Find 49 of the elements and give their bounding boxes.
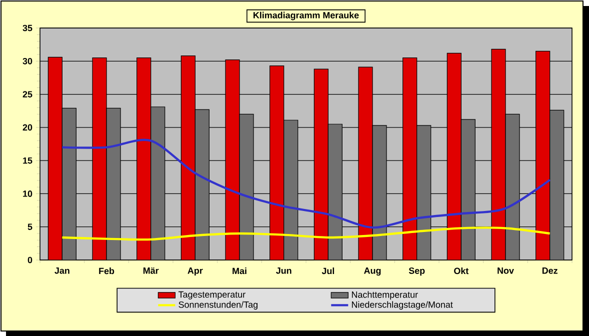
x-tick-label: Feb [99,268,114,274]
x-tick-label: Aug [364,268,381,276]
y-tick-label: 25 [22,91,32,98]
bar [416,125,432,260]
bar [194,109,210,260]
bar [314,68,328,260]
bar [402,58,418,260]
bar [550,110,564,260]
bar [460,119,476,260]
x-tick-label: Mär [143,268,159,274]
x-tick-label: Apr [188,268,203,276]
x-tick-label: Okt [454,268,469,274]
legend-label: Sonnenstunden/Tag [178,301,258,310]
chart-title: Klimadiagramm Merauke [254,12,359,20]
bar [48,56,62,260]
line-series [61,226,551,241]
y-tick-label: 5 [28,224,32,230]
y-tick-label: 0 [28,256,32,264]
legend-label: Tagestemperatur [178,291,246,300]
x-tick-label: Nov [498,268,514,274]
x-tick-label: Dez [542,268,558,274]
bar [62,108,76,260]
x-tick-label: Mai [232,268,246,274]
line-series [61,138,551,229]
x-tick-label: Sep [408,268,425,276]
bar [328,124,342,260]
legend-label: Nachttemperatur [352,291,418,300]
y-tick-label: 35 [22,24,32,32]
bar [536,50,550,260]
x-tick-label: Jan [54,268,70,274]
bar [92,58,107,260]
y-tick-label: 10 [23,190,32,197]
bar [446,52,462,260]
bar [180,56,196,260]
bar [106,108,121,260]
y-tick-label: 15 [23,157,32,164]
bar [358,66,373,260]
bar [270,65,284,260]
bar [150,106,166,260]
bar [225,60,240,260]
x-tick-label: Jun [276,268,292,274]
legend-label: Niederschlagstage/Monat [352,301,453,310]
y-tick-label: 20 [22,124,32,131]
x-tick-label: Jul [322,268,334,274]
bar [239,114,254,260]
bar [491,48,506,260]
bar [136,58,152,260]
y-tick-label: 30 [22,58,32,64]
bar [284,120,298,260]
